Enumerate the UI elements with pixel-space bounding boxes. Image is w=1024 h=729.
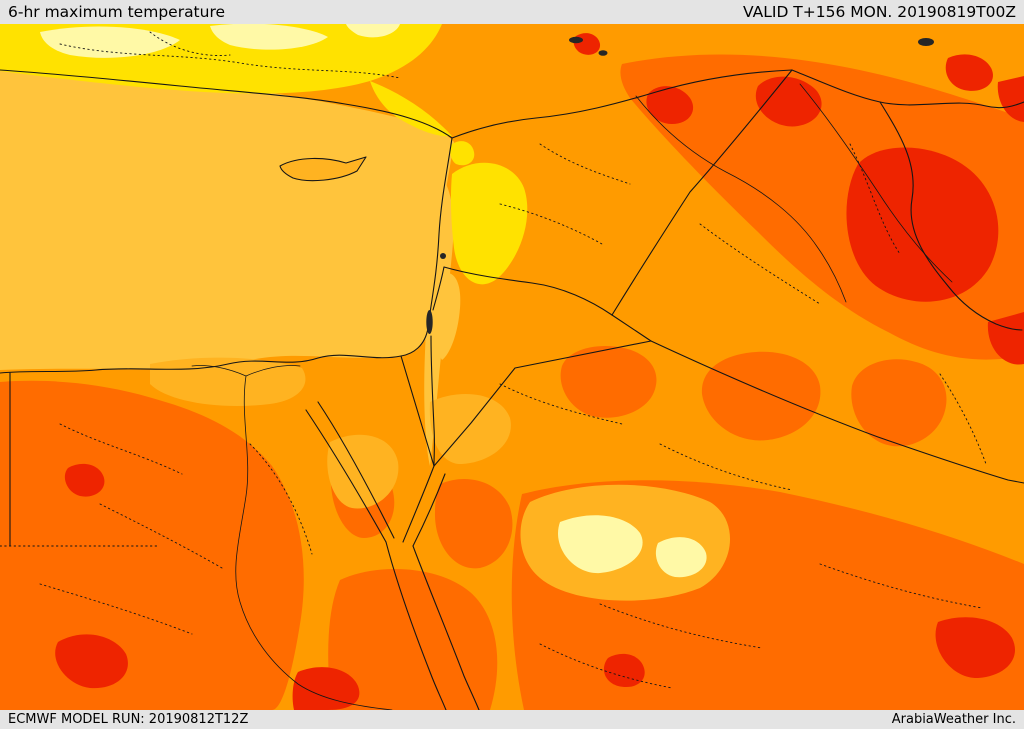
dotted-boundary [499, 203, 603, 245]
dotted-boundary [849, 143, 901, 255]
iraq-iran-border [879, 101, 1023, 331]
jordan-river-border [432, 266, 445, 311]
nile-delta-branch [191, 365, 247, 377]
country-borders [0, 69, 1024, 710]
syria-iraq-border [611, 69, 793, 316]
temperature-region [346, 24, 400, 38]
temperature-region [935, 617, 1015, 679]
lakes [426, 36, 934, 334]
temperature-region [851, 359, 947, 447]
dotted-boundary [249, 443, 313, 555]
turkey-lake [598, 50, 608, 56]
footer-bar: ECMWF MODEL RUN: 20190812T12Z ArabiaWeat… [0, 710, 1024, 729]
gulf-of-suez-east-coast [317, 401, 395, 539]
dotted-boundary [819, 563, 983, 609]
cyprus-coastline [279, 156, 367, 182]
temperature-region [450, 141, 475, 166]
rift-valley-border [430, 335, 435, 467]
header-bar: 6-hr maximum temperature VALID T+156 MON… [0, 0, 1024, 24]
dotted-boundary [99, 503, 223, 569]
lake-van [918, 38, 934, 46]
temperature-region [64, 463, 105, 497]
nile-delta-zone [150, 357, 306, 406]
map-title: 6-hr maximum temperature [8, 3, 226, 21]
temperature-region [846, 147, 999, 302]
turkey-syria-border [451, 69, 793, 139]
dotted-boundary [699, 223, 821, 305]
temperature-region [292, 667, 360, 710]
dotted-boundary [539, 143, 631, 185]
temperature-region [560, 346, 657, 418]
weather-map-svg [0, 24, 1024, 710]
dotted-boundary [539, 643, 673, 689]
temperature-region [55, 634, 128, 689]
gulf-of-aqaba-east-coast [412, 473, 446, 547]
jordan-syria-border [443, 266, 613, 316]
sea-of-galilee [440, 253, 446, 259]
temperature-region [327, 434, 399, 509]
nile-delta-branch [245, 365, 301, 377]
administrative-boundaries [0, 31, 987, 689]
egypt-israel-border [400, 355, 435, 467]
nile-river [235, 375, 393, 710]
dotted-boundary [599, 603, 763, 649]
credit-label: ArabiaWeather Inc. [891, 712, 1016, 727]
temperature-region [433, 272, 461, 360]
dotted-boundary [939, 373, 987, 465]
gulf-of-aqaba-west-coast [402, 465, 435, 543]
mediterranean-sea-zone [0, 64, 454, 370]
iraq-saudi-border [650, 340, 1024, 484]
temperature-region [0, 380, 304, 710]
mild-temperature-zones [0, 64, 461, 466]
temperature-region [558, 515, 643, 574]
jordan-saudi-border [433, 314, 652, 467]
turkey-lake [569, 36, 583, 44]
temperature-region [997, 76, 1024, 122]
gulf-of-suez-west-coast [305, 409, 387, 543]
rivers [191, 83, 953, 710]
tigris-river [799, 83, 953, 283]
temperature-region [945, 54, 993, 91]
dotted-boundary [59, 423, 183, 475]
coolest-temperature-zones [40, 24, 707, 578]
red-sea-east-coast [412, 545, 480, 710]
temperature-map [0, 24, 1024, 710]
model-run-label: ECMWF MODEL RUN: 20190812T12Z [8, 712, 249, 727]
temperature-region [987, 312, 1024, 365]
dotted-boundary [659, 443, 793, 491]
dotted-boundary [59, 43, 401, 79]
temperature-region [646, 86, 694, 124]
temperature-region [40, 26, 180, 58]
dotted-boundary [149, 31, 231, 56]
temperature-region [370, 81, 452, 137]
dotted-boundary [39, 583, 193, 635]
dotted-boundary [499, 383, 623, 425]
turkey-iraq-border [791, 69, 1024, 109]
temperature-region [655, 537, 707, 578]
temperature-region [701, 351, 821, 441]
coastline [0, 69, 453, 374]
red-sea-west-coast [385, 541, 447, 710]
lebanon-mountains-zone [450, 162, 528, 285]
valid-time-label: VALID T+156 MON. 20190819T00Z [743, 3, 1016, 21]
temperature-region [755, 76, 822, 127]
temperature-region [434, 478, 513, 569]
temperature-region [328, 568, 498, 710]
euphrates-river [635, 95, 847, 303]
dead-sea [426, 310, 433, 334]
temperature-region [210, 24, 328, 50]
temperature-region [603, 653, 645, 688]
hottest-temperature-zones [55, 33, 1024, 710]
